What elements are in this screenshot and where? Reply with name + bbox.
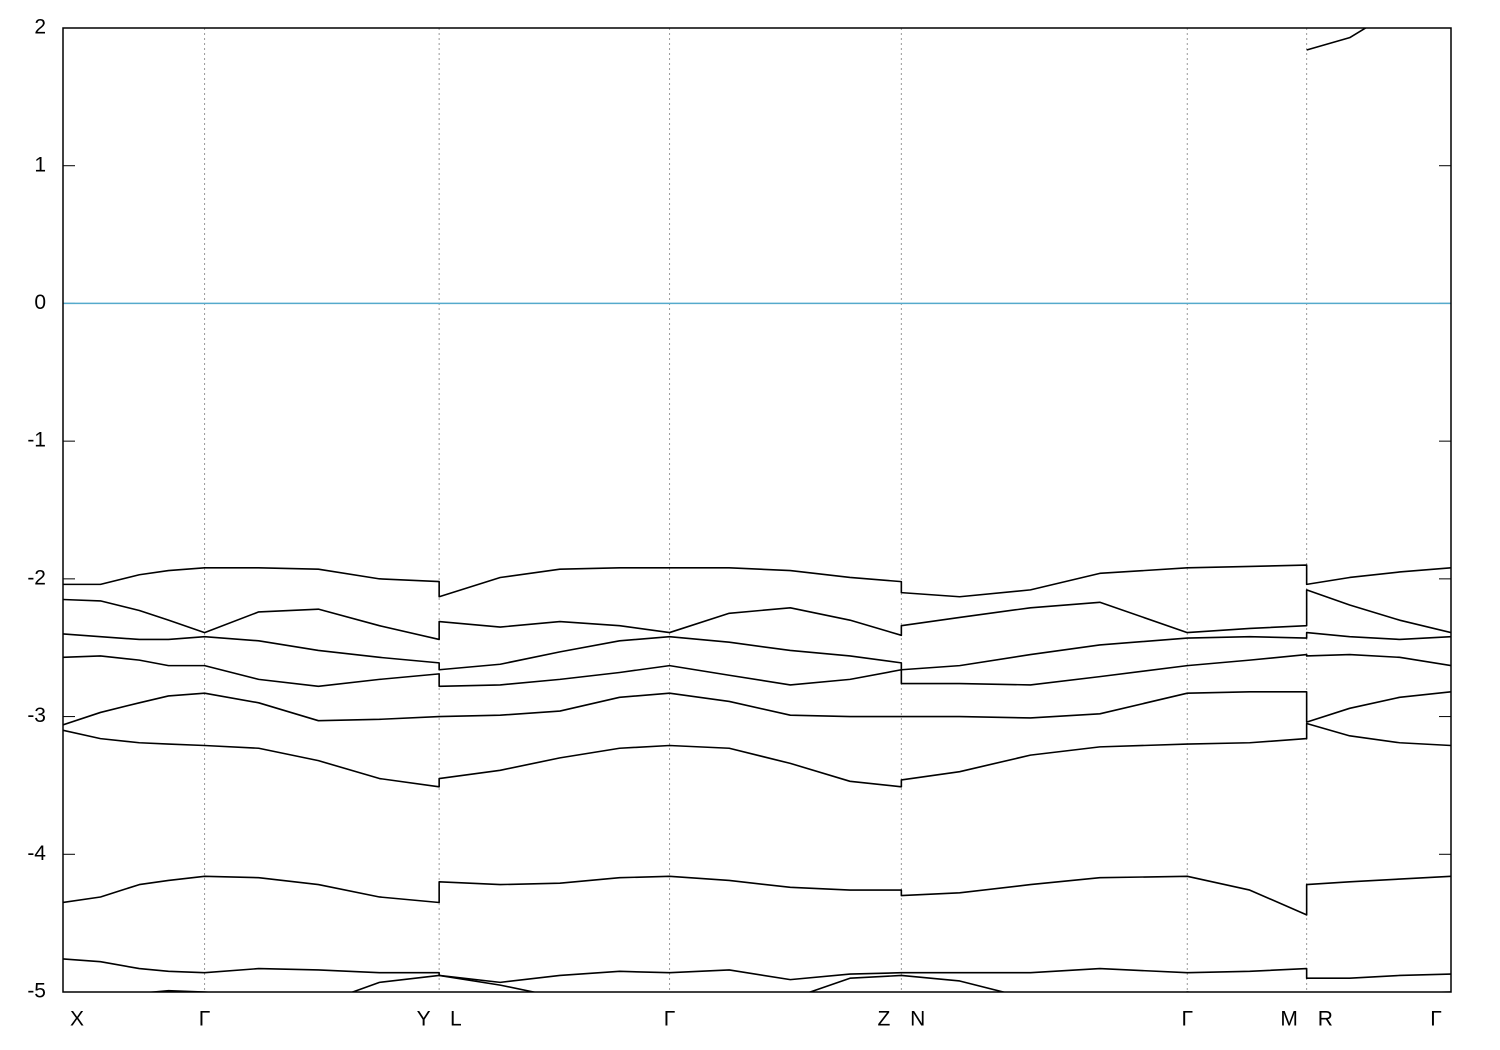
band-line [1306, 28, 1368, 51]
y-tick-label: -1 [27, 429, 46, 452]
x-tick-label: Y L [417, 1008, 462, 1031]
y-tick-label: -5 [27, 980, 46, 1003]
x-tick-label: Γ [1181, 1008, 1193, 1031]
plot-frame [62, 27, 1452, 993]
band-line [63, 958, 1451, 984]
band-line [63, 722, 1451, 788]
band-line [63, 875, 1451, 916]
y-tick-label: 1 [34, 153, 46, 176]
x-tick-label: Γ [199, 1008, 211, 1031]
y-tick-label: 0 [34, 291, 46, 314]
y-tick-label: -2 [27, 566, 46, 589]
band-line [63, 631, 1451, 671]
x-tick-label: M R [1280, 1008, 1333, 1031]
y-tick-label: -4 [27, 842, 46, 865]
band-line [63, 564, 1451, 598]
band-line [63, 690, 1451, 726]
bands [63, 28, 1451, 992]
x-tick-label: X [70, 1008, 84, 1031]
x-tick-label: Γ [1430, 1008, 1442, 1031]
x-tick-label: Z N [877, 1008, 925, 1031]
x-tick-label: Γ [664, 1008, 676, 1031]
y-tick-label: 2 [34, 16, 46, 39]
band-line [63, 653, 1451, 688]
band-line [63, 589, 1451, 641]
y-tick-label: -3 [27, 704, 46, 727]
